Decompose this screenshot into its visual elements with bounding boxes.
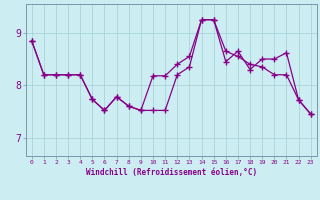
X-axis label: Windchill (Refroidissement éolien,°C): Windchill (Refroidissement éolien,°C) [86,168,257,177]
